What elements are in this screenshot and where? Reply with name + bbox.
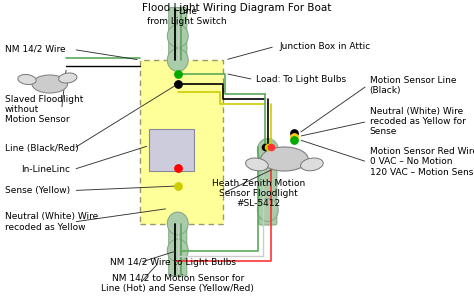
Text: NM 14/2 Wire: NM 14/2 Wire [5, 45, 65, 54]
Text: In-LineLinc: In-LineLinc [21, 165, 70, 174]
Text: NM 14/2 to Motion Sensor for
Line (Hot) and Sense (Yellow/Red): NM 14/2 to Motion Sensor for Line (Hot) … [101, 274, 254, 293]
Point [267, 145, 274, 149]
Bar [149, 129, 194, 171]
Text: Line
from Light Switch: Line from Light Switch [147, 7, 227, 26]
Ellipse shape [167, 212, 188, 235]
FancyBboxPatch shape [169, 222, 187, 276]
Ellipse shape [167, 25, 188, 47]
Text: NM 14/2 Wire to Light Bulbs: NM 14/2 Wire to Light Bulbs [110, 258, 236, 267]
Point [174, 82, 182, 86]
Ellipse shape [32, 75, 67, 93]
Text: Flood Light Wiring Diagram For Boat: Flood Light Wiring Diagram For Boat [142, 3, 332, 13]
Point [290, 137, 298, 142]
Point [290, 134, 298, 139]
Text: Neutral (White) Wire
recoded as Yellow for
Sense: Neutral (White) Wire recoded as Yellow f… [370, 106, 465, 136]
Text: Slaved Floodlight
without
Motion Sensor: Slaved Floodlight without Motion Sensor [5, 94, 83, 124]
Text: Junction Box in Attic: Junction Box in Attic [280, 42, 371, 51]
Text: Sense (Yellow): Sense (Yellow) [5, 186, 70, 195]
Ellipse shape [257, 199, 278, 221]
Bar [140, 60, 223, 223]
FancyBboxPatch shape [169, 8, 187, 62]
FancyBboxPatch shape [259, 148, 277, 225]
Ellipse shape [301, 158, 323, 171]
Text: Load: To Light Bulbs: Load: To Light Bulbs [256, 75, 346, 84]
Point [174, 71, 182, 76]
Point [174, 184, 182, 188]
Point [290, 131, 298, 136]
Text: Line (Black/Red): Line (Black/Red) [5, 144, 78, 153]
Text: Heath Zenith Motion
Sensor Floodlight
#SL-5412: Heath Zenith Motion Sensor Floodlight #S… [212, 178, 305, 208]
Point [264, 145, 272, 149]
Ellipse shape [246, 158, 268, 171]
Ellipse shape [167, 239, 188, 262]
Text: Neutral (White) Wire
recoded as Yellow: Neutral (White) Wire recoded as Yellow [5, 212, 98, 232]
Point [261, 145, 269, 149]
Ellipse shape [261, 147, 308, 171]
Text: Motion Sensor Line
(Black): Motion Sensor Line (Black) [370, 76, 456, 95]
Text: Motion Sensor Red Wire
0 VAC – No Motion
120 VAC – Motion Sensed: Motion Sensor Red Wire 0 VAC – No Motion… [370, 147, 474, 177]
Point [174, 166, 182, 170]
Ellipse shape [257, 139, 278, 161]
Ellipse shape [18, 74, 36, 85]
Ellipse shape [59, 73, 77, 83]
Ellipse shape [167, 49, 188, 71]
